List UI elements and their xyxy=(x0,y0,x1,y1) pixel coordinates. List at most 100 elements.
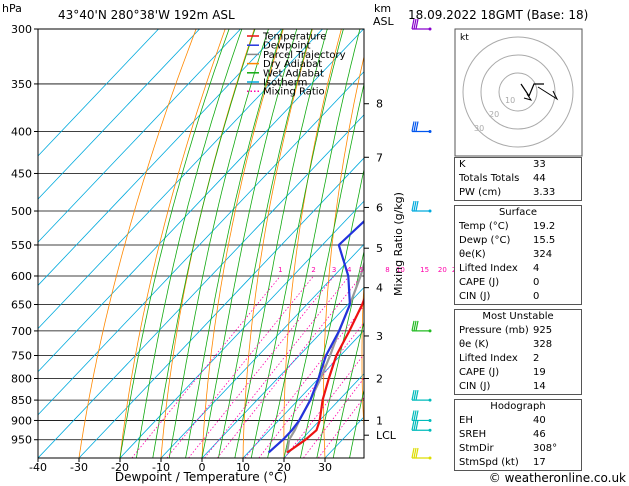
isotherm xyxy=(201,286,364,458)
isotherm xyxy=(38,29,241,243)
altitude-tick-label: LCL xyxy=(376,429,397,442)
surface-row: Dewp (°C) 15.5 xyxy=(459,235,556,246)
wet-adiabat xyxy=(234,29,328,458)
mu-row: Lifted Index 2 xyxy=(459,353,540,364)
altitude-tick-label: 3 xyxy=(376,330,383,343)
mu-row: CIN (J) 14 xyxy=(459,381,546,392)
index-row-k: K 33 xyxy=(459,159,546,170)
km-label: km xyxy=(374,2,391,15)
legend-label: Wet Adiabat xyxy=(263,68,324,79)
isotherm xyxy=(38,29,282,286)
hodograph-ring-label-10: 10 xyxy=(505,96,515,105)
wind-barb-flag xyxy=(411,447,415,459)
temperature-line xyxy=(286,296,364,454)
mixing-ratio-label: 10 xyxy=(396,266,405,274)
wind-barb-flag xyxy=(413,420,417,431)
pressure-tick-label: 800 xyxy=(11,372,32,385)
pressure-tick-label: 900 xyxy=(11,414,32,427)
hodograph-table-title: Hodograph xyxy=(490,401,546,412)
altitude-tick-label: 7 xyxy=(376,151,383,164)
hodograph-ring-30 xyxy=(462,36,574,148)
wind-barb-flag xyxy=(411,420,415,431)
temperature-tick-label: 0 xyxy=(199,461,206,474)
mixing-ratio-label: 20 xyxy=(438,266,447,274)
wet-adiabat xyxy=(267,29,361,458)
temperature-tick-label: -30 xyxy=(70,461,88,474)
legend-label: Temperature xyxy=(262,32,326,43)
dry-adiabat xyxy=(601,29,629,458)
temperature-tick-label: 20 xyxy=(277,461,291,474)
wind-barb-flag xyxy=(413,389,417,401)
isotherm xyxy=(78,157,364,458)
surface-row: Temp (°C) 19.2 xyxy=(459,221,556,232)
isotherm xyxy=(160,243,364,458)
wind-barb-flag xyxy=(411,200,415,212)
wet-adiabat xyxy=(349,388,364,458)
adiabat-lines xyxy=(38,29,629,458)
mixing-ratio-label: 2 xyxy=(311,266,315,274)
hodograph-storm-arrow xyxy=(523,93,533,101)
mu-row: θe (K) 328 xyxy=(459,339,553,350)
isotherm xyxy=(242,330,364,458)
surface-title: Surface xyxy=(498,207,538,218)
wet-adiabat xyxy=(152,29,256,458)
hodograph-ring-label-20: 20 xyxy=(489,110,499,119)
wet-adiabat xyxy=(300,167,364,458)
mixing-ratio-line xyxy=(188,275,335,458)
dry-adiabat xyxy=(78,29,197,458)
wet-adiabat xyxy=(136,29,243,458)
pressure-tick-label: 950 xyxy=(11,434,32,447)
hodo-row: StmDir 308° xyxy=(459,443,558,454)
surface-row: Lifted Index 4 xyxy=(459,263,540,274)
pressure-tick-label: 600 xyxy=(11,270,32,283)
mixing-ratio-axis-title: Mixing Ratio (g/kg) xyxy=(392,192,405,296)
mixing-ratio-line xyxy=(166,275,314,458)
wind-barb-dot xyxy=(428,456,432,460)
pressure-tick-label: 700 xyxy=(11,325,32,338)
altitude-tick-label: 6 xyxy=(376,201,383,214)
pressure-tick-label: 650 xyxy=(11,299,32,312)
legend-label: Parcel Trajectory xyxy=(263,50,346,61)
temperature-tick-label: 10 xyxy=(236,461,250,474)
legend-label: Dry Adiabat xyxy=(263,59,322,70)
mixing-ratio-line xyxy=(216,275,362,458)
hodograph-ring-10 xyxy=(498,72,538,112)
mixing-ratio-label: 1 xyxy=(278,266,282,274)
wind-barb-flag xyxy=(415,200,419,212)
mu-row: Pressure (mb) 925 xyxy=(459,325,553,336)
hodograph-frame xyxy=(454,28,583,157)
wind-barb-flag xyxy=(411,320,415,332)
credit-text: © weatheronline.co.uk xyxy=(489,471,626,485)
hodograph-trace xyxy=(520,83,544,98)
isotherm xyxy=(38,71,364,416)
surface-row: θe(K) 324 xyxy=(459,249,553,260)
wind-barb-flag xyxy=(413,121,417,132)
mixing-ratio-label: 15 xyxy=(420,266,429,274)
wind-barb-flag xyxy=(415,420,419,431)
dry-adiabat xyxy=(201,29,284,458)
hodograph-shear-arrow xyxy=(537,86,559,101)
wind-barb-flag xyxy=(413,320,417,332)
altitude-tick-label: 5 xyxy=(376,242,383,255)
pressure-tick-label: 350 xyxy=(11,78,32,91)
surface-box: Surface Temp (°C) 19.2 Dewp (°C) 15.5 θe(K… xyxy=(454,205,582,305)
isotherm xyxy=(38,29,200,200)
mu-row: CAPE (J) 19 xyxy=(459,367,546,378)
legend-label: Dewpoint xyxy=(263,41,311,52)
temperature-axis: -40 -30 -20 -10 0 10 20 30 xyxy=(29,458,332,474)
wet-adiabat xyxy=(119,29,230,458)
wind-barb-flag xyxy=(411,18,415,30)
pressure-tick-label: 550 xyxy=(11,239,32,252)
wind-barb-dot xyxy=(428,329,432,333)
isotherm xyxy=(283,373,364,458)
pressure-tick-label: 300 xyxy=(11,23,32,36)
wind-barb-flag xyxy=(411,121,415,132)
hodo-row: EH 40 xyxy=(459,415,546,426)
wind-barb-dot xyxy=(428,130,432,134)
wind-barb-flag xyxy=(413,447,417,459)
hodograph-box: Hodograph EH 40 SREH 46 StmDir 308° StmSpd … xyxy=(454,399,582,471)
wind-barb-flag xyxy=(413,410,417,421)
dry-adiabat xyxy=(242,29,313,458)
isotherm xyxy=(38,29,159,157)
wet-adiabat xyxy=(201,29,298,458)
